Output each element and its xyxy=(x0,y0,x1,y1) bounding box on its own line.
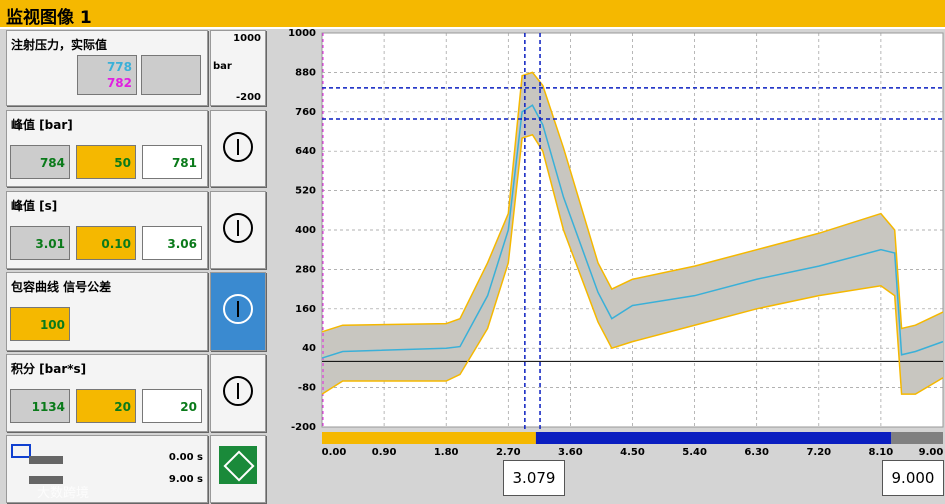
value: 20 xyxy=(142,389,202,423)
y-tick-label: 880 xyxy=(295,67,316,78)
value[interactable]: 0.10 xyxy=(76,226,136,260)
scale-max: 1000 xyxy=(233,33,261,44)
y-tick-label: 400 xyxy=(295,225,316,236)
icon xyxy=(223,132,253,162)
phase-bar xyxy=(322,432,536,444)
x-tick-label: 7.20 xyxy=(806,447,831,458)
value: 3.06 xyxy=(142,226,202,260)
value[interactable]: 20 xyxy=(76,389,136,423)
panel: 峰值 [s] 3.01 0.10 3.06 xyxy=(6,191,208,269)
series-line xyxy=(321,71,944,333)
toggle-button[interactable] xyxy=(210,191,266,269)
x-tick-label: 1.80 xyxy=(434,447,459,458)
start-button[interactable] xyxy=(210,435,266,503)
icon xyxy=(219,446,257,484)
panel-label: 峰值 [s] xyxy=(11,199,58,213)
y-tick-label: 520 xyxy=(295,186,316,197)
y-tick-label: -200 xyxy=(291,422,316,433)
value[interactable]: 50 xyxy=(76,145,136,179)
x-tick-label: 9.00 xyxy=(919,447,944,458)
scale-box: 1000 bar -200 xyxy=(210,30,266,106)
phase-bar xyxy=(891,432,943,444)
value-box: 778 782 xyxy=(77,55,137,95)
panel-label: 注射压力，实际值 xyxy=(11,38,108,52)
x-tick-label: 5.40 xyxy=(682,447,707,458)
icon xyxy=(223,294,253,324)
value: 778 xyxy=(106,60,132,74)
y-tick-label: 1000 xyxy=(288,29,316,39)
x-tick-label: 3.60 xyxy=(558,447,583,458)
icon xyxy=(11,444,31,458)
end-readout: 9.000 xyxy=(882,460,944,496)
icon xyxy=(223,376,253,406)
series-line xyxy=(321,133,944,395)
panel-label: 峰值 [bar] xyxy=(11,118,73,132)
phase-bar xyxy=(535,432,892,444)
y-tick-label: -80 xyxy=(298,383,316,394)
scale-unit: bar xyxy=(213,61,232,72)
scale-min: -200 xyxy=(235,92,261,103)
value: 3.01 xyxy=(10,226,70,260)
panel-label: 包容曲线 信号公差 xyxy=(11,280,112,294)
y-tick-label: 280 xyxy=(295,264,316,275)
panel: 峰值 [bar] 784 50 781 xyxy=(6,110,208,187)
value[interactable]: 100 xyxy=(10,307,70,341)
y-tick-label: 760 xyxy=(295,107,316,118)
y-tick-label: 640 xyxy=(295,146,316,157)
time: 9.00 s xyxy=(168,474,203,485)
time: 0.00 s xyxy=(168,452,203,463)
cursor-readout: 3.079 xyxy=(503,460,565,496)
value: 782 xyxy=(106,76,132,90)
panel: 注射压力，实际值 778 782 xyxy=(6,30,208,106)
icon xyxy=(29,476,63,484)
x-tick-label: 6.30 xyxy=(744,447,769,458)
value: 784 xyxy=(10,145,70,179)
y-tick-label: 40 xyxy=(302,343,316,354)
x-tick-label: 8.10 xyxy=(869,447,894,458)
value-box xyxy=(141,55,201,95)
x-tick-label: 2.70 xyxy=(496,447,521,458)
panel-label: 积分 [bar*s] xyxy=(11,362,87,376)
toggle-button[interactable] xyxy=(210,354,266,432)
x-tick-label: 4.50 xyxy=(620,447,645,458)
panel: 积分 [bar*s] 1134 20 20 xyxy=(6,354,208,432)
x-tick-label: 0.90 xyxy=(372,447,397,458)
panel: 0.00 s 9.00 s 大数跨境 xyxy=(6,435,208,503)
x-tick-label: 0.00 xyxy=(322,447,347,458)
title: 监视图像 1 xyxy=(6,8,92,28)
y-tick-label: 160 xyxy=(295,304,316,315)
icon xyxy=(29,456,63,464)
header: 监视图像 1 xyxy=(0,0,945,29)
series-line xyxy=(321,104,944,359)
value: 781 xyxy=(142,145,202,179)
icon xyxy=(223,213,253,243)
value: 1134 xyxy=(10,389,70,423)
toggle-button[interactable] xyxy=(210,110,266,187)
watermark: 大数跨境 xyxy=(37,486,90,501)
toggle-button[interactable] xyxy=(210,272,266,351)
panel: 包容曲线 信号公差 100 xyxy=(6,272,208,351)
chart: 1000 880 760 640 520 400 280 160 40 -80 -200 0.00 0.… xyxy=(288,29,944,458)
